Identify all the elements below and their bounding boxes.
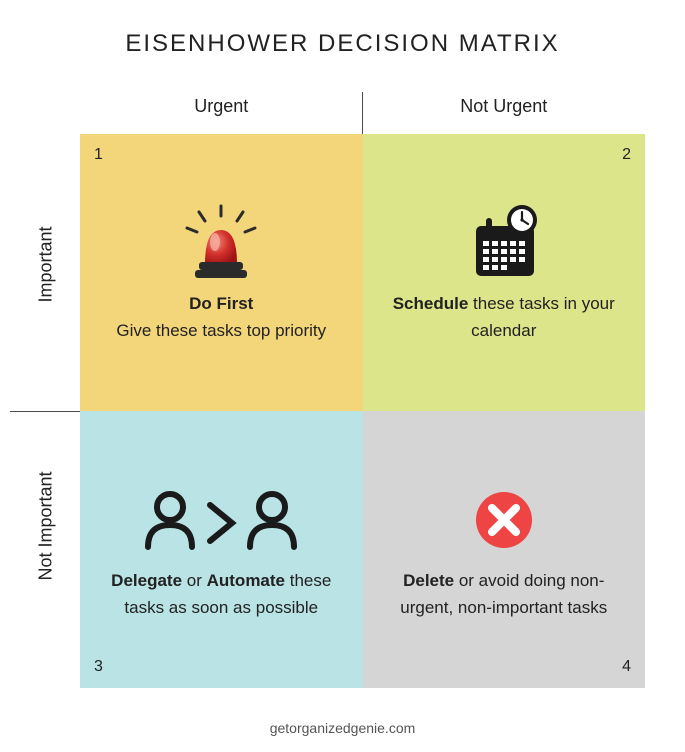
quadrant-text: Delete or avoid doing non-urgent, non-im… [385, 568, 624, 621]
row-label-not-important: Not Important [36, 525, 57, 581]
delegate-people-icon [136, 478, 306, 562]
quadrant-number: 4 [622, 658, 631, 676]
quadrant-text: Schedule these tasks in your calendar [385, 291, 624, 344]
row-label-important: Important [36, 247, 57, 303]
quadrant-do-first: 1 [80, 134, 363, 411]
col-header-not-urgent: Not Urgent [363, 78, 646, 134]
footer-credit: getorganizedgenie.com [0, 720, 685, 736]
delete-x-icon [472, 478, 536, 562]
quadrant-delete: 4 Delete or avoid doing non-urgent, non-… [363, 411, 646, 688]
quadrant-text: Delegate or Automate these tasks as soon… [102, 568, 341, 621]
quadrant-number: 3 [94, 658, 103, 676]
page-title: EISENHOWER DECISION MATRIX [0, 0, 685, 76]
quadrant-number: 2 [622, 146, 631, 164]
col-header-urgent: Urgent [80, 78, 363, 134]
siren-icon [181, 201, 261, 285]
quadrant-text: Do First Give these tasks top priority [116, 291, 326, 344]
quadrant-number: 1 [94, 146, 103, 164]
eisenhower-matrix: Urgent Not Urgent 1 [80, 78, 645, 688]
quadrant-schedule: 2 [363, 134, 646, 411]
quadrant-delegate: 3 Delegate or Automate [80, 411, 363, 688]
calendar-clock-icon [462, 201, 546, 285]
